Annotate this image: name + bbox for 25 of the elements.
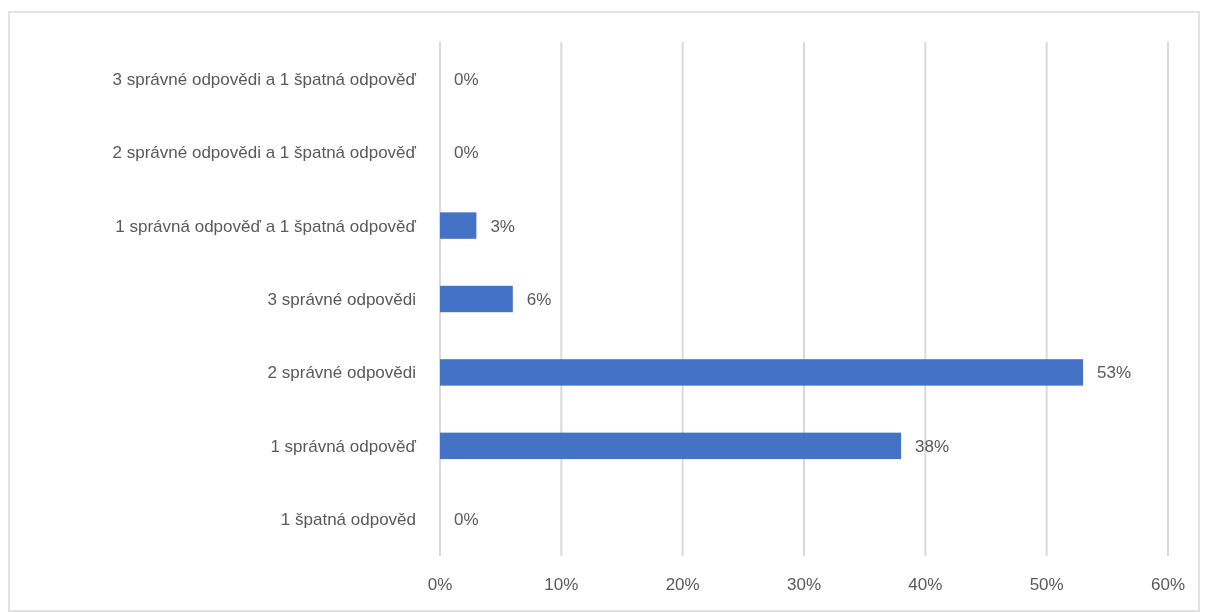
- data-label: 3%: [490, 216, 515, 236]
- x-tick-label: 40%: [908, 575, 943, 594]
- y-tick-label: 1 špatná odpověd: [280, 510, 416, 530]
- x-tick-label: 20%: [665, 575, 700, 594]
- data-label: 0%: [454, 69, 479, 89]
- x-tick-label: 10%: [544, 575, 579, 594]
- y-tick-label: 1 správná odpověď: [270, 436, 417, 456]
- x-tick-label: 50%: [1029, 575, 1064, 594]
- data-label: 38%: [915, 436, 950, 456]
- x-tick-label: 30%: [786, 575, 822, 594]
- y-tick-label: 2 správné odpovědi: [267, 363, 416, 383]
- y-tick-label: 3 správné odpovědi: [267, 289, 416, 309]
- data-label: 6%: [526, 289, 552, 309]
- data-label: 53%: [1097, 363, 1132, 383]
- y-tick-label: 3 správné odpovědi a 1 špatná odpověď: [112, 69, 417, 89]
- y-tick-label: 2 správné odpovědi a 1 špatná odpověď: [112, 143, 417, 163]
- bar: [440, 285, 513, 313]
- data-label: 0%: [454, 510, 479, 530]
- bar: [440, 432, 902, 460]
- data-label: 0%: [454, 143, 479, 163]
- y-tick-label: 1 správná odpověď a 1 špatná odpověď: [115, 216, 417, 236]
- x-tick-label: 0%: [427, 575, 453, 594]
- bar: [440, 212, 477, 239]
- x-tick-label: 60%: [1150, 575, 1186, 594]
- bar: [440, 359, 1084, 386]
